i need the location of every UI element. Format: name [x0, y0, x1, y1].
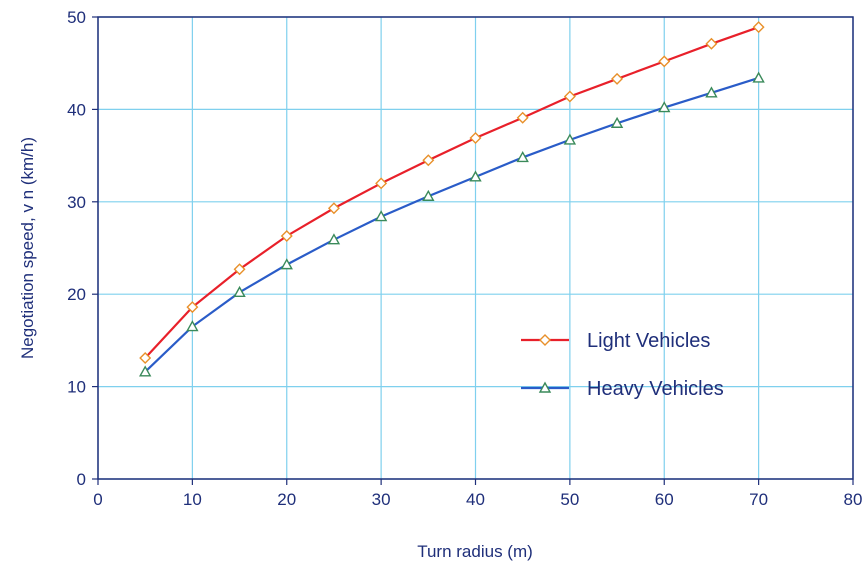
series-0: [139, 21, 765, 364]
x-tick-label-8: 80: [844, 490, 863, 509]
grid: [97, 16, 854, 480]
point-1-9: [563, 133, 577, 145]
point-1-7: [469, 170, 482, 182]
y-tick-labels: 0 10 20 30 40 50: [67, 8, 98, 489]
series-group: [138, 21, 765, 377]
point-0-6: [422, 154, 435, 167]
point-1-0: [138, 365, 152, 377]
series-1: [138, 71, 765, 377]
point-0-7: [469, 132, 482, 145]
point-0-4: [327, 202, 340, 215]
point-0-3: [280, 229, 293, 242]
x-axis-label: Turn radius (m): [417, 542, 533, 561]
y-tick-label-1: 10: [67, 378, 86, 397]
point-1-1: [186, 320, 199, 332]
y-tick-label-0: 0: [77, 470, 86, 489]
point-0-10: [611, 72, 624, 85]
legend-marker-0: [539, 334, 551, 346]
point-1-3: [280, 258, 293, 270]
legend: Light Vehicles Heavy Vehicles: [521, 330, 724, 400]
x-tick-label-2: 20: [277, 490, 296, 509]
point-1-5: [374, 210, 388, 222]
point-0-5: [375, 177, 388, 190]
point-0-11: [658, 55, 671, 68]
y-tick-label-5: 50: [67, 8, 86, 27]
legend-label-1: Heavy Vehicles: [587, 378, 724, 400]
point-0-13: [752, 21, 765, 34]
x-tick-label-3: 30: [372, 490, 391, 509]
y-tick-label-3: 30: [67, 193, 86, 212]
y-tick-label-4: 40: [67, 100, 86, 119]
x-tick-label-0: 0: [93, 490, 102, 509]
point-0-0: [139, 351, 152, 364]
point-0-9: [563, 90, 576, 103]
y-tick-label-2: 20: [67, 285, 86, 304]
point-1-2: [233, 285, 246, 298]
point-1-4: [327, 233, 341, 245]
series-line-0: [144, 26, 759, 359]
x-tick-label-5: 50: [560, 490, 579, 509]
point-1-11: [658, 101, 671, 113]
x-tick-label-7: 70: [749, 490, 768, 509]
legend-label-0: Light Vehicles: [587, 330, 710, 352]
point-1-8: [516, 151, 529, 163]
x-tick-labels: 0 10 20 30 40 50 60 70 80: [93, 479, 862, 509]
point-0-2: [233, 263, 246, 276]
point-0-12: [705, 37, 718, 50]
y-axis-label: Negotiation speed, v n (km/h): [18, 137, 37, 359]
series-line-1: [144, 76, 759, 373]
x-tick-label-4: 40: [466, 490, 485, 509]
point-1-6: [422, 189, 435, 201]
point-0-8: [516, 111, 529, 124]
x-tick-label-1: 10: [183, 490, 202, 509]
x-tick-label-6: 60: [655, 490, 674, 509]
point-0-1: [186, 301, 199, 314]
legend-marker-1: [538, 381, 552, 393]
point-1-12: [705, 86, 718, 98]
point-1-13: [752, 71, 765, 83]
point-1-10: [610, 116, 624, 128]
